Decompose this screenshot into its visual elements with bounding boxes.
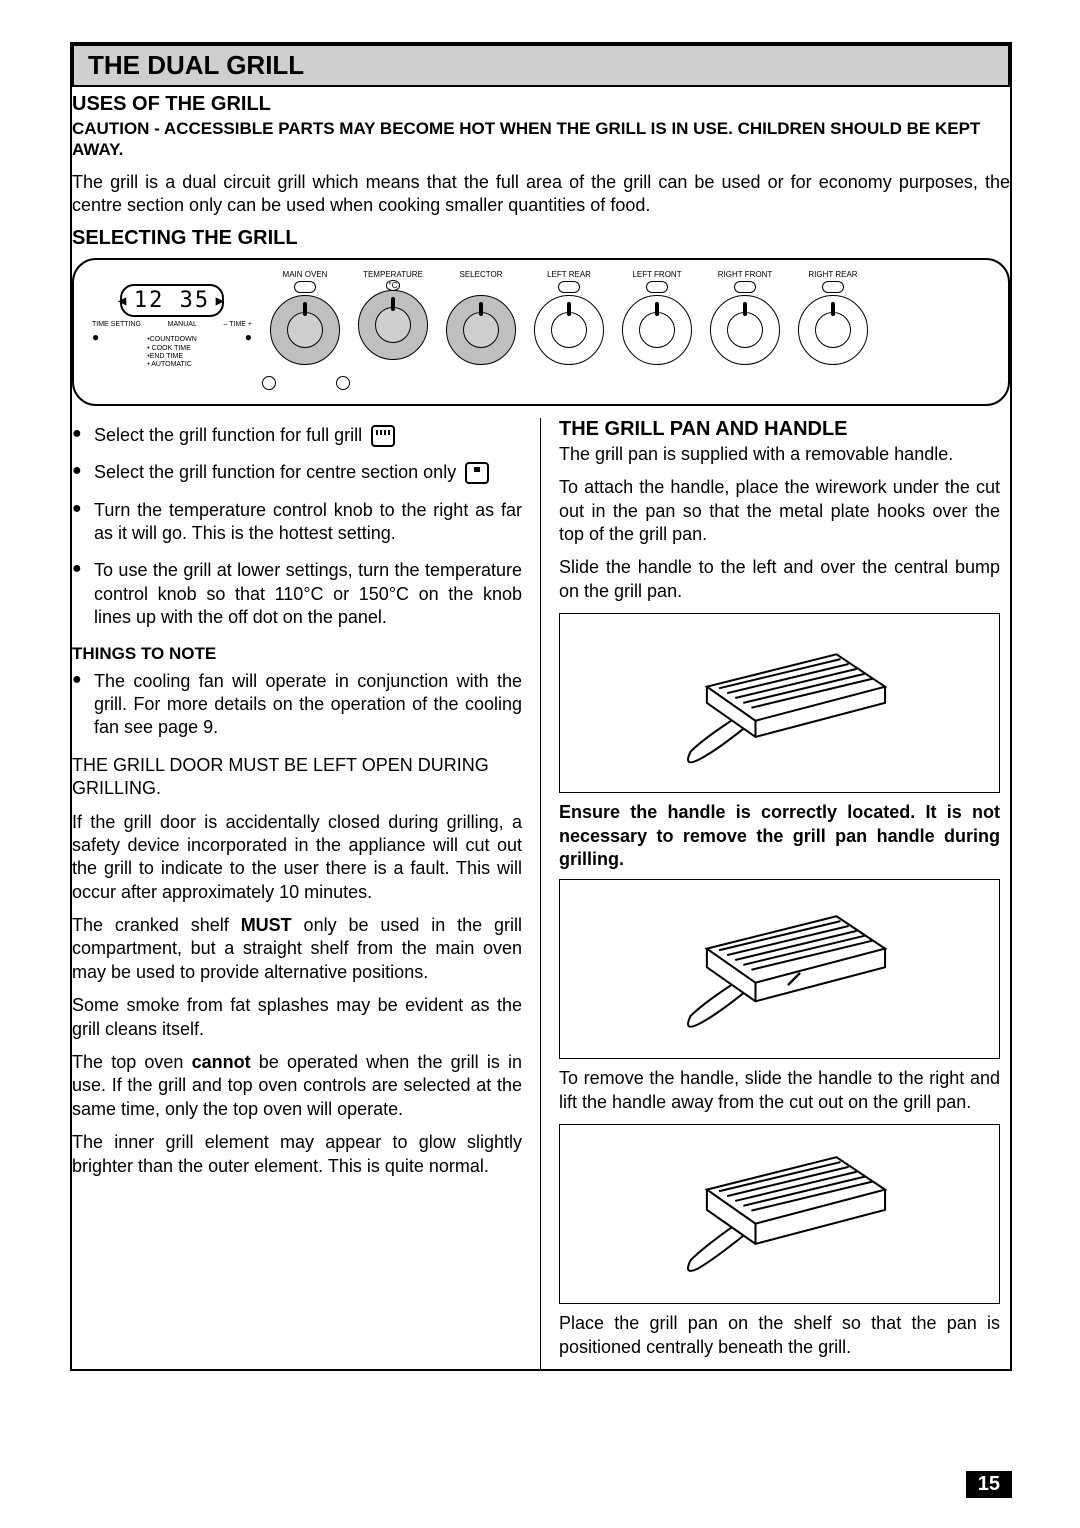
text: The top oven [72,1052,192,1072]
knob-left-front: LEFT FRONT [622,270,692,365]
full-grill-icon [371,425,395,447]
page-number: 15 [966,1471,1012,1498]
selecting-heading: SELECTING THE GRILL [72,227,1010,250]
section-header: THE DUAL GRILL [72,44,1010,87]
pan-p3: Slide the handle to the left and over th… [559,556,1000,603]
knob-dial [622,295,692,365]
hob-symbol-icon [734,281,756,293]
hob-symbol-icon [822,281,844,293]
centre-grill-icon [465,462,489,484]
clock-right-arrow-icon: ▶ [216,293,226,309]
knob-dial [798,295,868,365]
uses-body: The grill is a dual circuit grill which … [72,171,1010,218]
knob-temperature: TEMPERATURE °C [358,270,428,360]
glow-paragraph: The inner grill element may appear to gl… [72,1131,522,1178]
knob-left-rear: LEFT REAR [534,270,604,365]
clock-block: ◀ 12 35 ▶ TIME SETTING MANUAL – TIME + ●… [92,284,252,370]
manual-label: MANUAL [168,321,197,328]
things-bullets: The cooling fan will operate in conjunct… [72,670,522,740]
knob-label: RIGHT REAR [798,270,868,279]
clock-left-arrow-icon: ◀ [118,293,128,309]
time-setting-label: TIME SETTING [92,321,141,328]
page-content: USES OF THE GRILL CAUTION - ACCESSIBLE P… [72,93,1010,1369]
uses-heading: USES OF THE GRILL [72,93,1010,116]
knob-dial [534,295,604,365]
indicator-light-icon [336,376,350,390]
knob-dial [446,295,516,365]
left-column: Select the grill function for full grill… [72,418,541,1369]
bullet-text: Select the grill function for centre sec… [94,462,456,482]
hob-symbol-icon [646,281,668,293]
knob-label: TEMPERATURE [358,270,428,279]
indicator-light-icon [262,376,276,390]
grill-pan-svg-icon [600,630,960,776]
list-item: Turn the temperature control knob to the… [72,499,522,546]
knob-main-oven: MAIN OVEN [270,270,340,365]
caution-text: CAUTION - ACCESSIBLE PARTS MAY BECOME HO… [72,118,1010,161]
right-column: THE GRILL PAN AND HANDLE The grill pan i… [541,418,1010,1369]
grill-pan-figure-3 [559,1124,1000,1304]
two-column-layout: Select the grill function for full grill… [72,418,1010,1369]
select-bullets: Select the grill function for full grill… [72,424,522,630]
list-item: The cooling fan will operate in conjunct… [72,670,522,740]
bullet-text: Select the grill function for full grill [94,425,362,445]
control-panel-diagram: ◀ 12 35 ▶ TIME SETTING MANUAL – TIME + ●… [72,258,1010,406]
clock-mode-labels: •COUNTDOWN • COOK TIME •END TIME • AUTOM… [147,336,197,370]
dot-icon: ● [245,330,252,344]
oven-symbol-icon [294,281,316,293]
knob-label: SELECTOR [446,270,516,279]
clock-display: ◀ 12 35 ▶ [120,284,224,317]
pan-p5: Place the grill pan on the shelf so that… [559,1312,1000,1359]
knob-label: RIGHT FRONT [710,270,780,279]
door-open-note: THE GRILL DOOR MUST BE LEFT OPEN DURING … [72,754,522,801]
time-plus-label: – TIME + [224,321,252,328]
hob-symbol-icon [558,281,580,293]
knob-label: LEFT FRONT [622,270,692,279]
knob-label: LEFT REAR [534,270,604,279]
knob-dial [710,295,780,365]
knob-right-rear: RIGHT REAR [798,270,868,365]
clock-value: 12 35 [134,288,210,313]
handle-bold-note: Ensure the handle is correctly located. … [559,801,1000,871]
pan-p2: To attach the handle, place the wirework… [559,476,1000,546]
pan-p4: To remove the handle, slide the handle t… [559,1067,1000,1114]
smoke-paragraph: Some smoke from fat splashes may be evid… [72,994,522,1041]
grill-pan-svg-icon [600,1141,960,1287]
grill-pan-heading: THE GRILL PAN AND HANDLE [559,418,1000,441]
things-to-note-heading: THINGS TO NOTE [72,644,522,664]
pan-p1: The grill pan is supplied with a removab… [559,443,1000,466]
grill-pan-figure-1 [559,613,1000,793]
section-title: THE DUAL GRILL [88,50,304,80]
knob-dial [358,290,428,360]
grill-pan-figure-2 [559,879,1000,1059]
cranked-shelf-paragraph: The cranked shelf MUST only be used in t… [72,914,522,984]
knob-dial [270,295,340,365]
text: The cranked shelf [72,915,241,935]
knob-right-front: RIGHT FRONT [710,270,780,365]
knob-label: MAIN OVEN [270,270,340,279]
list-item: To use the grill at lower settings, turn… [72,559,522,629]
safety-paragraph: If the grill door is accidentally closed… [72,811,522,905]
knob-selector: SELECTOR [446,270,516,365]
grill-pan-svg-icon [600,896,960,1042]
dot-icon: ● [92,330,99,344]
top-oven-paragraph: The top oven cannot be operated when the… [72,1051,522,1121]
cannot-bold: cannot [192,1052,251,1072]
list-item: Select the grill function for full grill [72,424,522,447]
manual-page: THE DUAL GRILL USES OF THE GRILL CAUTION… [70,42,1012,1371]
list-item: Select the grill function for centre sec… [72,461,522,484]
must-bold: MUST [241,915,292,935]
